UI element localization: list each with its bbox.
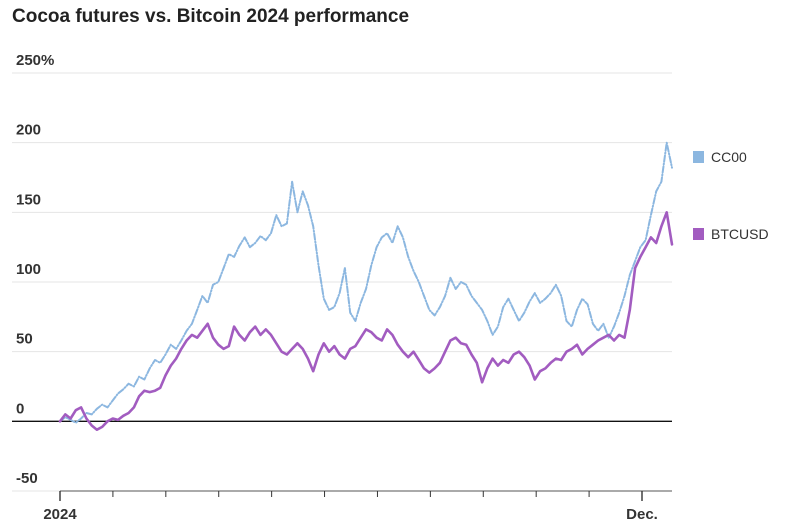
x-axis: 2024 Dec. <box>43 490 672 523</box>
series-line-cc00 <box>59 141 673 424</box>
chart-title: Cocoa futures vs. Bitcoin 2024 performan… <box>12 6 410 27</box>
x-tick-label: 2024 <box>43 506 77 523</box>
series-lines <box>58 141 674 431</box>
y-tick-label: 50 <box>16 331 33 348</box>
legend-label: BTCUSD <box>711 226 769 242</box>
x-tick-label: Dec. <box>626 506 658 523</box>
y-tick-label: 150 <box>16 191 41 208</box>
y-tick-label: 0 <box>16 400 24 417</box>
series-line-btcusd <box>58 211 674 431</box>
legend-swatch <box>693 151 704 163</box>
legend: CC00 BTCUSD <box>693 149 769 242</box>
legend-swatch <box>693 228 704 240</box>
y-tick-label: 200 <box>16 122 41 139</box>
y-axis-ticks: -50 0 50 100 150 200 250% <box>16 52 54 487</box>
y-tick-label: 250% <box>16 52 54 69</box>
y-tick-label: -50 <box>16 470 38 487</box>
y-tick-label: 100 <box>16 261 41 278</box>
legend-label: CC00 <box>711 149 747 165</box>
